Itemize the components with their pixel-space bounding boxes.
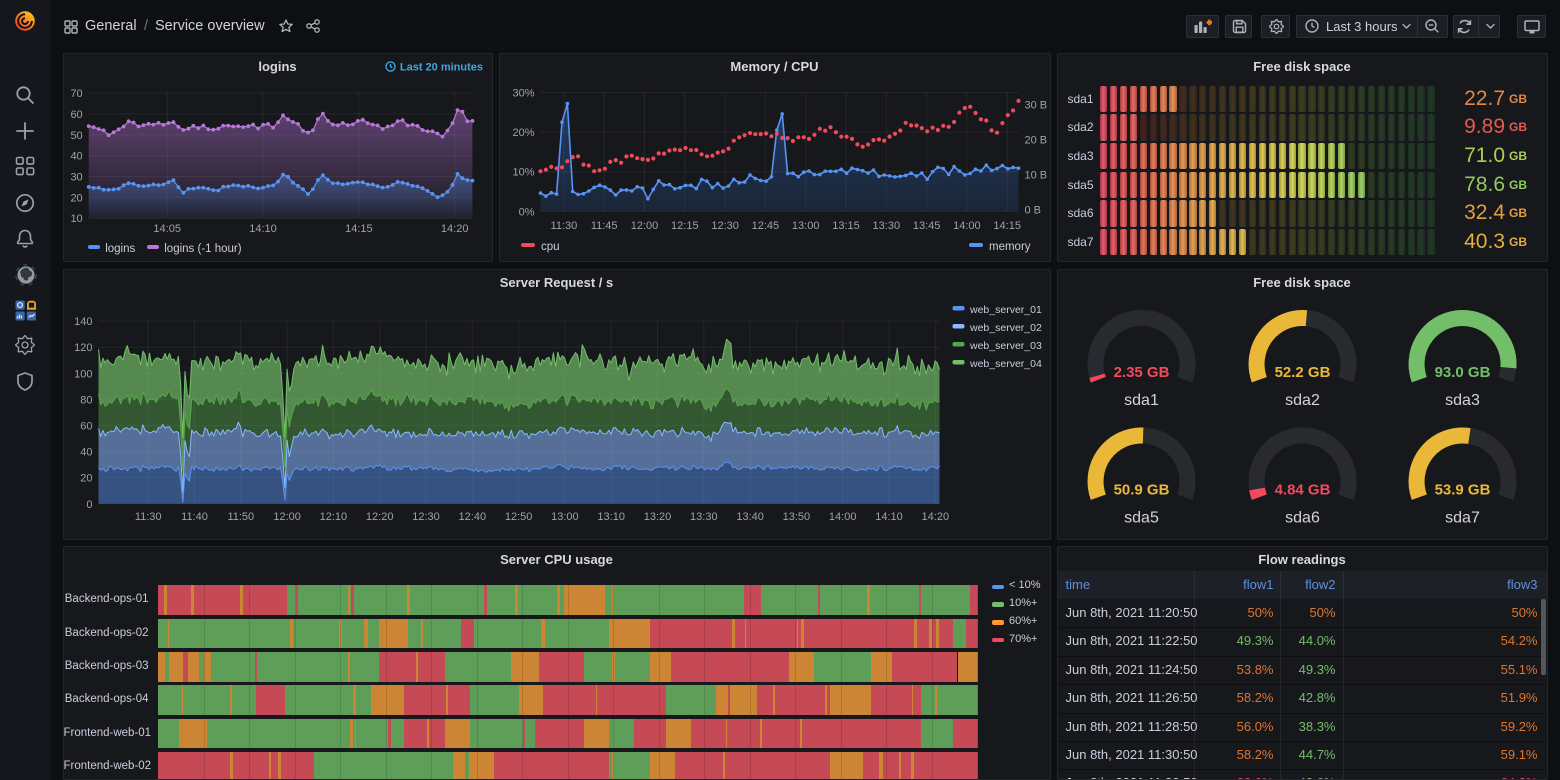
svg-text:60: 60 [70,109,82,121]
svg-text:52.2 GB: 52.2 GB [1274,364,1330,381]
svg-text:12:50: 12:50 [504,511,532,523]
svg-text:60: 60 [80,420,92,432]
svg-text:web_server_03: web_server_03 [969,340,1042,352]
svg-text:14:00: 14:00 [828,511,856,523]
svg-text:sda2: sda2 [1285,392,1320,409]
svg-text:14:15: 14:15 [993,220,1021,232]
svg-text:sda6: sda6 [1285,509,1320,526]
svg-text:80: 80 [80,394,92,406]
svg-text:web_server_02: web_server_02 [969,322,1042,334]
svg-text:12:45: 12:45 [751,220,779,232]
svg-text:0: 0 [86,498,92,510]
svg-text:0%: 0% [518,206,534,218]
svg-text:11:30: 11:30 [550,220,577,232]
svg-text:13:45: 13:45 [912,220,940,232]
svg-text:4.84 GB: 4.84 GB [1274,481,1330,498]
svg-text:12:10: 12:10 [319,511,347,523]
svg-text:sda7: sda7 [1445,509,1480,526]
svg-text:10: 10 [70,213,82,225]
svg-text:11:50: 11:50 [227,511,254,523]
svg-text:13:15: 13:15 [832,220,860,232]
svg-text:14:10: 14:10 [249,223,277,235]
svg-text:12:00: 12:00 [273,511,301,523]
svg-text:12:40: 12:40 [458,511,486,523]
svg-text:13:50: 13:50 [782,511,810,523]
svg-text:50.9 GB: 50.9 GB [1113,481,1169,498]
svg-text:11:40: 11:40 [181,511,208,523]
svg-text:13:40: 13:40 [736,511,764,523]
svg-text:20 B: 20 B [1024,134,1047,146]
svg-text:12:30: 12:30 [412,511,440,523]
svg-text:20: 20 [80,472,92,484]
svg-text:sda1: sda1 [1124,392,1159,409]
svg-text:sda5: sda5 [1124,509,1159,526]
svg-text:0 B: 0 B [1024,204,1041,216]
svg-text:13:30: 13:30 [690,511,718,523]
svg-text:13:00: 13:00 [791,220,819,232]
svg-text:120: 120 [74,342,92,354]
svg-text:20: 20 [70,192,82,204]
svg-text:30%: 30% [512,87,534,99]
svg-text:14:05: 14:05 [153,223,181,235]
svg-text:13:00: 13:00 [551,511,579,523]
svg-text:2.35 GB: 2.35 GB [1113,364,1169,381]
svg-text:14:00: 14:00 [953,220,981,232]
svg-text:12:15: 12:15 [671,220,699,232]
svg-text:11:30: 11:30 [134,511,161,523]
svg-text:14:20: 14:20 [921,511,949,523]
svg-text:30 B: 30 B [1024,99,1047,111]
svg-text:40: 40 [70,150,82,162]
svg-text:12:30: 12:30 [711,220,739,232]
svg-text:14:20: 14:20 [440,223,468,235]
svg-text:30: 30 [70,171,82,183]
svg-text:53.9 GB: 53.9 GB [1434,481,1490,498]
svg-text:40: 40 [80,446,92,458]
svg-text:100: 100 [74,368,92,380]
svg-text:14:10: 14:10 [875,511,903,523]
svg-text:13:10: 13:10 [597,511,625,523]
svg-text:13:20: 13:20 [643,511,671,523]
svg-text:14:15: 14:15 [345,223,373,235]
svg-text:50: 50 [70,129,82,141]
svg-text:10%: 10% [512,166,534,178]
svg-text:sda3: sda3 [1445,392,1480,409]
svg-text:10 B: 10 B [1024,169,1047,181]
svg-text:140: 140 [74,316,92,328]
svg-text:13:30: 13:30 [872,220,900,232]
svg-text:93.0 GB: 93.0 GB [1434,364,1490,381]
svg-text:11:45: 11:45 [590,220,617,232]
svg-text:web_server_04: web_server_04 [969,358,1042,370]
svg-text:12:20: 12:20 [365,511,393,523]
svg-text:70: 70 [70,88,82,100]
svg-text:web_server_01: web_server_01 [969,304,1042,316]
svg-text:20%: 20% [512,127,534,139]
svg-text:12:00: 12:00 [630,220,658,232]
